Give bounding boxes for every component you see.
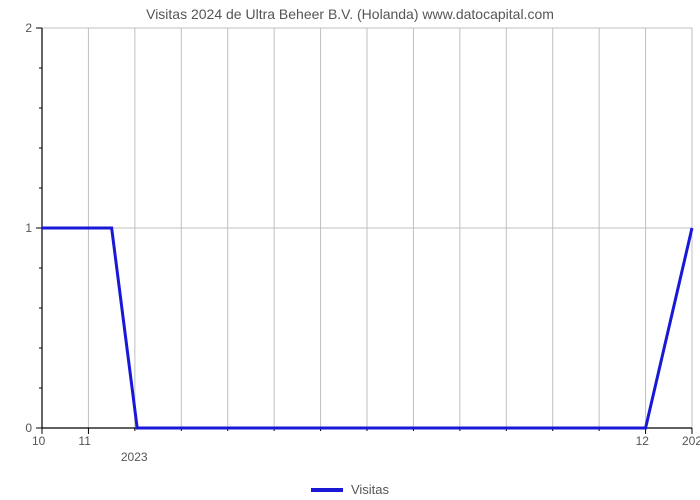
chart-title: Visitas 2024 de Ultra Beheer B.V. (Holan… (0, 6, 700, 22)
legend-label: Visitas (351, 482, 389, 497)
y-tick-label: 1 (25, 221, 32, 235)
legend-swatch (311, 488, 343, 492)
x-tick-label: 12 (636, 434, 649, 448)
x-secondary-label: 2023 (121, 450, 148, 464)
x-tick-label: 202 (682, 434, 700, 448)
plot-area (42, 28, 692, 428)
legend: Visitas (0, 482, 700, 497)
x-tick-label: 11 (78, 434, 90, 448)
plot-svg (42, 28, 692, 428)
y-tick-label: 0 (25, 421, 32, 435)
x-tick-label: 10 (32, 434, 45, 448)
y-tick-label: 2 (25, 21, 32, 35)
chart-container: Visitas 2024 de Ultra Beheer B.V. (Holan… (0, 0, 700, 500)
